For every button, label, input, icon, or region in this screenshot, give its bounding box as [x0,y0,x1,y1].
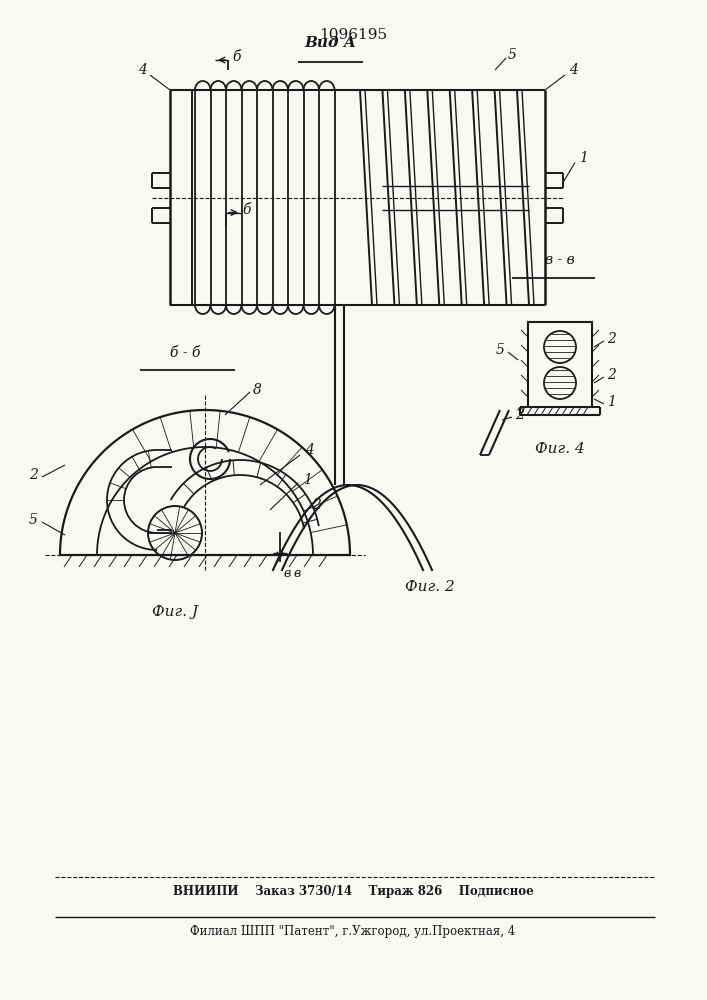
Text: б - б: б - б [170,346,200,360]
Text: в: в [293,567,300,580]
Text: 4: 4 [305,443,314,457]
Text: 1: 1 [578,150,588,164]
Text: 4: 4 [138,63,146,77]
Text: Фиг. 2: Фиг. 2 [405,580,455,594]
Text: в: в [283,567,291,580]
Text: Фиг. 4: Фиг. 4 [535,442,585,456]
Text: Вид A: Вид A [304,36,356,50]
Text: 2: 2 [607,332,616,346]
Text: ВНИИПИ    Заказ 3730/14    Тираж 826    Подписное: ВНИИПИ Заказ 3730/14 Тираж 826 Подписное [173,886,533,898]
Text: 2: 2 [607,368,616,382]
Text: б: б [242,202,250,217]
Text: 4: 4 [568,63,578,77]
Text: 5: 5 [29,513,38,527]
Text: 2: 2 [312,498,322,512]
Bar [528,322,592,407]
Text: в - в: в - в [545,253,575,267]
Text: 2: 2 [515,408,524,422]
Text: б: б [232,50,240,64]
Text: 5: 5 [496,343,505,357]
Text: 8: 8 [253,383,262,397]
Text: 2: 2 [29,468,38,482]
Text: 1096195: 1096195 [319,28,387,42]
Text: Филиал ШПП "Патент", г.Ужгород, ул.Проектная, 4: Филиал ШПП "Патент", г.Ужгород, ул.Проек… [190,926,515,938]
Text: 1: 1 [303,473,312,487]
Text: Фиг. J: Фиг. J [152,605,198,619]
Text: 5: 5 [508,48,517,62]
Text: 1: 1 [607,395,616,409]
